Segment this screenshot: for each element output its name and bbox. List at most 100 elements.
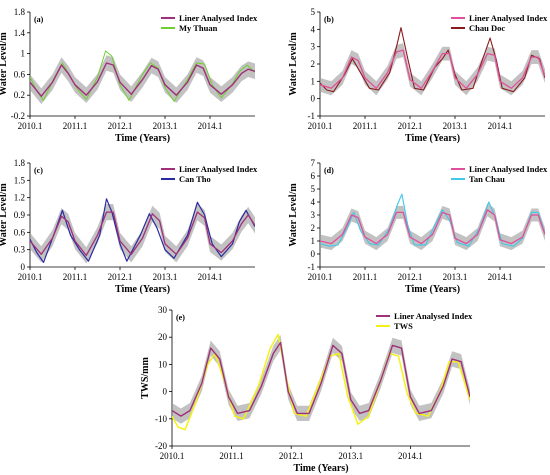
legend-label: Tan Chau: [469, 174, 505, 184]
series-line: [320, 193, 545, 247]
y-axis-label: Water Level/m: [288, 32, 299, 96]
y-tick-label: 20: [158, 332, 168, 342]
y-tick-label: 0.6: [14, 227, 26, 237]
legend-label: Liner Analysed Index: [469, 164, 548, 174]
series-line: [320, 209, 545, 245]
x-tick-label: 2014.1: [488, 121, 513, 131]
y-axis-label: Water Level/m: [0, 32, 9, 96]
x-tick-label: 2011.1: [63, 272, 87, 282]
y-tick-label: -20: [155, 441, 167, 451]
x-tick-label: 2012.1: [108, 272, 133, 282]
y-tick-label: 0.9: [14, 210, 26, 220]
y-axis-label: Water Level/m: [288, 183, 299, 247]
x-axis-label: Time (Years): [405, 284, 460, 295]
y-tick-label: 5: [311, 184, 316, 194]
legend-label: Liner Analysed Index: [179, 164, 258, 174]
x-tick-label: 2011.1: [63, 121, 87, 131]
x-axis-label: Time (Years): [405, 133, 460, 144]
plot-area: [320, 193, 545, 251]
y-tick-label: 1.5: [14, 175, 26, 185]
x-tick-label: 2010.1: [18, 121, 43, 131]
x-tick-label: 2011.1: [353, 121, 377, 131]
plot-area: [172, 333, 470, 431]
y-tick-label: 2: [311, 223, 316, 233]
x-tick-label: 2014.1: [488, 272, 513, 282]
legend-label: Can Tho: [179, 174, 211, 184]
series-line: [30, 50, 255, 102]
x-tick-label: 2011.1: [353, 272, 377, 282]
x-tick-label: 2014.1: [398, 451, 423, 461]
x-tick-label: 2010.1: [308, 121, 333, 131]
legend-label: My Thuan: [179, 23, 218, 33]
legend-label: Liner Analysed Index: [394, 311, 473, 321]
y-tick-label: 2: [311, 59, 316, 69]
uncertainty-band: [320, 43, 545, 96]
y-tick-label: 1: [311, 76, 316, 86]
y-axis-label: TWS/mm: [140, 356, 151, 398]
x-tick-label: 2011.1: [219, 451, 243, 461]
chart-panel: -0.2 0.2 0.6 1 1.4 1.8 2010.1 2011.1 2012.1 2013.…: [0, 7, 258, 144]
x-tick-label: 2013.1: [338, 451, 363, 461]
x-tick-label: 2013.1: [443, 121, 468, 131]
plot-area: [30, 198, 255, 264]
x-tick-label: 2010.1: [18, 272, 43, 282]
x-tick-label: 2010.1: [160, 451, 185, 461]
x-tick-label: 2012.1: [108, 121, 133, 131]
x-tick-label: 2014.1: [198, 121, 223, 131]
y-tick-label: 30: [158, 305, 168, 315]
y-tick-label: 0.3: [14, 245, 26, 255]
series-line: [320, 49, 545, 89]
plot-area: [30, 50, 255, 104]
y-tick-label: 0.2: [14, 90, 25, 100]
y-tick-label: 1: [21, 49, 26, 59]
chart-panel: 0 0.3 0.6 0.9 1.2 1.5 1.8 2010.1 2011.1 2012.1 201…: [0, 158, 258, 295]
x-tick-label: 2010.1: [308, 272, 333, 282]
uncertainty-band: [320, 203, 545, 251]
y-tick-label: 10: [158, 359, 168, 369]
x-tick-label: 2013.1: [153, 121, 178, 131]
x-tick-label: 2013.1: [153, 272, 178, 282]
y-tick-label: -1: [308, 262, 316, 272]
y-tick-label: 1.8: [14, 158, 26, 168]
y-tick-label: -10: [155, 414, 167, 424]
panel-label: (b): [324, 15, 334, 24]
y-tick-label: 0: [21, 262, 26, 272]
x-axis-label: Time (Years): [115, 133, 170, 144]
x-axis-label: Time (Years): [115, 284, 170, 295]
panel-label: (e): [176, 313, 185, 322]
y-tick-label: 0: [311, 94, 316, 104]
y-tick-label: -1: [308, 111, 316, 121]
y-tick-label: 3: [311, 210, 316, 220]
panel-label: (a): [34, 15, 44, 24]
chart-panel: -20 -10 0 10 20 30 2010.1 2011.1 2012.1 2013.1 201…: [140, 305, 473, 474]
x-tick-label: 2012.1: [398, 272, 423, 282]
y-tick-label: 1.8: [14, 7, 26, 17]
y-tick-label: 1: [311, 236, 316, 246]
series-line: [30, 62, 255, 97]
x-tick-label: 2014.1: [198, 272, 223, 282]
legend-label: Liner Analysed Index: [179, 13, 258, 23]
x-tick-label: 2012.1: [279, 451, 304, 461]
y-tick-label: 5: [311, 7, 316, 17]
chart-panel: -1 0 1 2 3 4 5 6 7 2010.1 2011.1 2012.1 2013.1 2014.1…: [288, 158, 548, 295]
x-tick-label: 2013.1: [443, 272, 468, 282]
uncertainty-band: [30, 204, 255, 264]
y-tick-label: 0: [311, 249, 316, 259]
y-tick-label: 0.6: [14, 69, 26, 79]
series-line: [172, 341, 470, 417]
y-tick-label: -0.2: [11, 111, 25, 121]
chart-panel: -1 0 1 2 3 4 5 2010.1 2011.1 2012.1 2013.1 2014.1 Ti…: [288, 7, 548, 144]
y-tick-label: 3: [311, 42, 316, 52]
panel-label: (c): [34, 166, 43, 175]
panel-label: (d): [324, 166, 334, 175]
plot-area: [320, 27, 545, 96]
y-tick-label: 0: [163, 387, 168, 397]
y-tick-label: 4: [311, 24, 316, 34]
x-axis-label: Time (Years): [293, 463, 348, 474]
